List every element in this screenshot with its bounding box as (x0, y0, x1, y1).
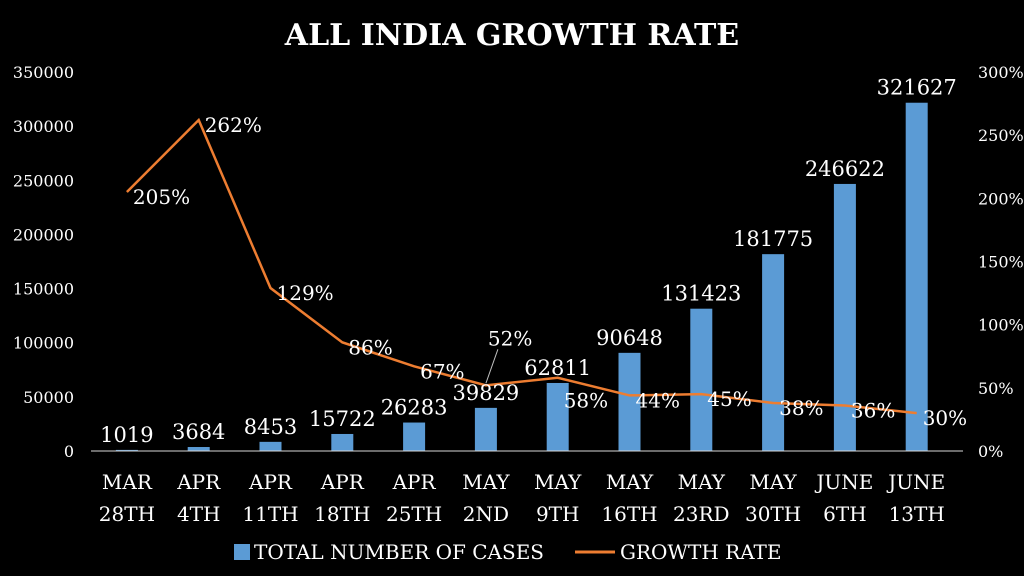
bar-value-label: 246622 (805, 157, 885, 181)
legend: TOTAL NUMBER OF CASES GROWTH RATE (234, 540, 781, 564)
x-tick-label-line2: 11TH (242, 502, 298, 526)
right-axis-tick: 250% (978, 126, 1024, 145)
bar-value-label: 15722 (309, 407, 376, 431)
right-axis-tick: 200% (978, 189, 1024, 208)
x-tick-label-line1: APR (392, 470, 437, 494)
x-tick-label-line2: 30TH (745, 502, 801, 526)
right-axis-tick: 150% (978, 253, 1024, 272)
bar-9 (762, 254, 785, 451)
bar-value-label: 181775 (733, 227, 813, 251)
left-axis-tick: 50000 (23, 388, 74, 407)
bar-value-label: 131423 (661, 282, 741, 306)
legend-label-cases: TOTAL NUMBER OF CASES (254, 540, 544, 564)
growth-value-label: 30% (923, 406, 967, 430)
right-axis-tick: 50% (978, 379, 1014, 398)
left-axis-tick: 350000 (13, 63, 74, 82)
x-tick-label-line2: 13TH (889, 502, 945, 526)
bar-4 (403, 422, 426, 451)
bar-10 (833, 183, 856, 451)
growth-value-label: 205% (133, 185, 190, 209)
bar-value-label: 8453 (244, 415, 297, 439)
growth-value-label: 67% (420, 359, 464, 383)
x-tick-label-line2: 25TH (386, 502, 442, 526)
growth-value-label: 52% (488, 326, 532, 350)
x-tick-label-line2: 2ND (463, 502, 509, 526)
growth-rate-line (126, 117, 917, 415)
bar-7 (618, 352, 641, 451)
x-tick-label-line2: 18TH (314, 502, 370, 526)
bar-8 (690, 308, 713, 451)
left-axis-tick: 250000 (13, 171, 74, 190)
bar-2 (259, 441, 282, 451)
x-tick-label-line2: 6TH (823, 502, 867, 526)
right-axis-tick: 100% (978, 316, 1024, 335)
bar-3 (331, 433, 354, 451)
x-tick-label-line2: 23RD (673, 502, 730, 526)
x-tick-label-line2: 9TH (536, 502, 580, 526)
bar-value-label: 321627 (877, 76, 957, 100)
bar-value-label: 3684 (172, 420, 225, 444)
right-axis-tick: 300% (978, 63, 1024, 82)
left-axis-tick: 300000 (13, 117, 74, 136)
chart-title: ALL INDIA GROWTH RATE (284, 18, 739, 53)
x-tick-label-line1: JUNE (886, 470, 945, 494)
bar-value-label: 62811 (524, 356, 591, 380)
x-tick-label-line1: MAR (102, 470, 153, 494)
bar-6 (546, 382, 569, 451)
growth-label-leader (485, 349, 499, 384)
right-axis-tick: 0% (978, 442, 1003, 461)
growth-value-label: 129% (277, 281, 334, 305)
growth-value-label: 44% (636, 388, 680, 412)
bar-1 (187, 447, 210, 451)
growth-value-label: 86% (348, 335, 392, 359)
x-tick-label-line2: 4TH (177, 502, 221, 526)
growth-value-label: 58% (564, 389, 608, 413)
bar-value-label: 1019 (100, 423, 153, 447)
left-axis-tick: 200000 (13, 225, 74, 244)
bar-5 (474, 407, 497, 451)
legend-label-growth: GROWTH RATE (620, 540, 781, 564)
growth-value-label: 38% (779, 396, 823, 420)
x-tick-label-line1: MAY (749, 470, 797, 494)
x-tick-label-line2: 28TH (99, 502, 155, 526)
left-axis-tick: 100000 (13, 334, 74, 353)
x-tick-label-line2: 16TH (601, 502, 657, 526)
growth-value-label: 36% (851, 399, 895, 423)
bar-value-label: 39829 (452, 381, 519, 405)
x-tick-label-line1: MAY (606, 470, 654, 494)
legend-swatch-cases (234, 544, 250, 560)
bar-11 (905, 102, 928, 451)
x-tick-label-line1: APR (176, 470, 221, 494)
left-axis-tick: 150000 (13, 280, 74, 299)
growth-value-label: 45% (707, 387, 751, 411)
x-tick-label-line1: APR (320, 470, 365, 494)
bar-value-label: 26283 (381, 396, 448, 420)
x-tick-label-line1: MAY (534, 470, 582, 494)
bar-value-label: 90648 (596, 326, 663, 350)
x-tick-label-line1: JUNE (814, 470, 873, 494)
left-axis-tick: 0 (64, 442, 74, 461)
x-tick-label-line1: MAY (678, 470, 726, 494)
x-tick-label-line1: MAY (462, 470, 510, 494)
bar-0 (115, 449, 138, 451)
x-tick-label-line1: APR (248, 470, 293, 494)
growth-value-label: 262% (205, 113, 262, 137)
